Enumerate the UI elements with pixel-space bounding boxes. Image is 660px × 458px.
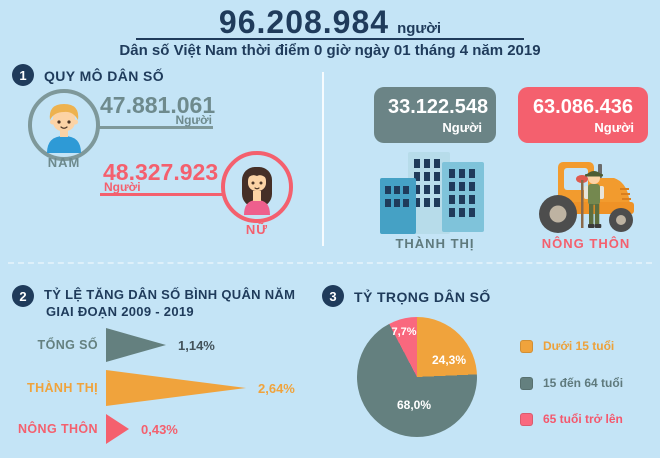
pie-slice-label-under15: 24,3% [431, 353, 467, 367]
growth-label: NÔNG THÔN [18, 422, 98, 436]
legend-item: 15 đến 64 tuổi [520, 376, 623, 390]
section3-badge: 3 [322, 285, 344, 307]
pie-slice-label-65plus: 7,7% [391, 326, 417, 338]
growth-triangle [106, 370, 246, 406]
legend-item: Dưới 15 tuổi [520, 339, 614, 353]
rural-population-value: 63.086.436 [532, 95, 634, 118]
female-population-value: 48.327.923 [103, 159, 219, 185]
male-population-unit: Người [175, 113, 212, 127]
urban-population-unit: Người [442, 119, 482, 135]
female-avatar-icon [229, 159, 285, 215]
legend-swatch-15to64 [520, 376, 533, 390]
male-label: NAM [47, 155, 81, 170]
total-population-value: 96.208.984 [218, 4, 390, 40]
rural-label: NÔNG THÔN [541, 236, 631, 251]
female-population-unit: Người [104, 180, 141, 194]
section1-vertical-divider [322, 72, 324, 246]
legend-label-15to64: 15 đến 64 tuổi [543, 376, 624, 390]
growth-value: 2,64% [258, 380, 295, 396]
urban-stat-box: 33.122.548 Người [374, 87, 496, 143]
growth-row: TỔNG SỐ 1,14% [8, 328, 215, 362]
rural-population-unit: Người [594, 119, 634, 135]
growth-row: NÔNG THÔN 0,43% [8, 414, 178, 444]
male-population-value: 47.881.061 [100, 92, 216, 118]
section2-title-line2: GIAI ĐOẠN 2009 - 2019 [46, 304, 194, 319]
legend-item: 65 tuổi trở lên [520, 412, 623, 426]
section2-title-line1: TỶ LỆ TĂNG DÂN SỐ BÌNH QUÂN NĂM [44, 287, 296, 302]
section1-title: QUY MÔ DÂN SỐ [44, 68, 165, 84]
growth-triangle [106, 328, 166, 362]
pie-slice-label-15to64: 68,0% [396, 398, 432, 412]
header-divider-line [136, 38, 524, 40]
rural-stat-box: 63.086.436 Người [518, 87, 648, 143]
legend-swatch-under15 [520, 339, 533, 353]
urban-population-value: 33.122.548 [388, 95, 489, 118]
male-avatar-circle [28, 89, 100, 161]
header-total: 96.208.984 người [0, 4, 660, 41]
growth-value: 1,14% [178, 337, 215, 353]
section3-title: TỶ TRỌNG DÂN SỐ [354, 289, 491, 305]
growth-label: THÀNH THỊ [27, 381, 98, 395]
female-avatar-circle [221, 151, 293, 223]
city-buildings-icon [378, 150, 490, 234]
total-population-unit: người [397, 20, 442, 37]
legend-label-under15: Dưới 15 tuổi [543, 339, 615, 353]
growth-label: TỔNG SỐ [37, 338, 98, 352]
female-label: NỮ [245, 222, 269, 237]
tractor-farmer-icon [528, 158, 640, 234]
pie-chart: 24,3% 68,0% 7,7% [357, 317, 477, 437]
header-subtitle: Dân số Việt Nam thời điểm 0 giờ ngày 01 … [119, 42, 541, 59]
urban-label: THÀNH THỊ [395, 236, 475, 251]
female-connector-line [100, 193, 222, 196]
sections-dashed-divider [8, 262, 652, 264]
growth-triangle [106, 414, 129, 444]
male-avatar-icon [36, 97, 92, 153]
legend-swatch-65plus [520, 412, 533, 426]
legend-label-65plus: 65 tuổi trở lên [543, 412, 623, 426]
section1-badge: 1 [12, 64, 34, 86]
growth-row: THÀNH THỊ 2,64% [8, 370, 295, 406]
male-connector-line [99, 126, 213, 129]
section2-badge: 2 [12, 285, 34, 307]
growth-value: 0,43% [141, 421, 178, 437]
